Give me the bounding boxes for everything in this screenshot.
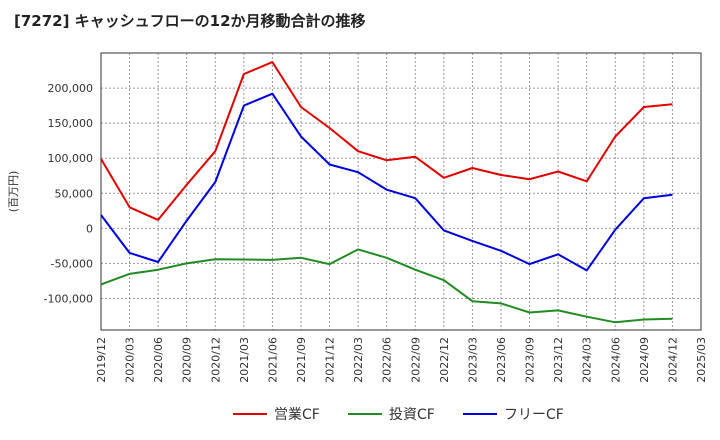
y-tick-label: 0 <box>86 222 93 235</box>
series-line-2 <box>100 248 673 324</box>
x-tick-label: 2022/12 <box>438 337 451 383</box>
series-line-1 <box>100 61 673 221</box>
x-tick-label: 2020/12 <box>209 337 222 383</box>
x-tick-label: 2023/09 <box>524 337 537 383</box>
x-tick-label: 2022/03 <box>352 337 365 383</box>
series-layer <box>100 61 673 324</box>
x-tick-label: 2020/09 <box>181 337 194 383</box>
chart-title: [7272] キャッシュフローの12か月移動合計の推移 <box>14 12 366 30</box>
y-tick-label: -100,000 <box>44 292 93 305</box>
grid <box>101 53 701 330</box>
x-tick-label: 2024/12 <box>666 337 679 383</box>
x-tick-label: 2023/03 <box>466 337 479 383</box>
x-tick-label: 2024/03 <box>581 337 594 383</box>
x-tick-label: 2021/12 <box>324 337 337 383</box>
x-tick-label: 2021/09 <box>295 337 308 383</box>
x-tick-label: 2022/09 <box>409 337 422 383</box>
series-line-3 <box>100 92 673 272</box>
plot-frame <box>100 52 702 331</box>
x-tick-label: 2023/12 <box>552 337 565 383</box>
legend-label: 営業CF <box>274 407 320 423</box>
y-tick-label: 100,000 <box>48 152 94 165</box>
legend-label: フリーCF <box>504 407 564 423</box>
x-tick-label: 2021/06 <box>266 337 279 383</box>
y-tick-label: 150,000 <box>48 117 94 130</box>
legend-label: 投資CF <box>389 407 435 423</box>
y-tick-label: 200,000 <box>48 82 94 95</box>
x-tick-label: 2021/03 <box>238 337 251 383</box>
y-axis: -100,000 -50,000 0 50,000 100,000 150,000 200,… <box>44 82 93 305</box>
x-axis: 2019/12 2020/03 2020/06 2020/09 2020/12 2021/… <box>95 337 708 383</box>
x-tick-label: 2022/06 <box>381 337 394 383</box>
x-tick-label: 2020/03 <box>124 337 137 383</box>
x-tick-label: 2024/06 <box>609 337 622 383</box>
y-axis-label: (百万円) <box>7 171 20 213</box>
legend: 営業CF 投資CF フリーCF <box>233 407 564 423</box>
x-tick-label: 2023/06 <box>495 337 508 383</box>
y-tick-label: 50,000 <box>55 187 94 200</box>
y-tick-label: -50,000 <box>51 257 93 270</box>
x-tick-label: 2025/03 <box>695 337 708 383</box>
x-tick-label: 2019/12 <box>95 337 108 383</box>
x-tick-label: 2024/09 <box>638 337 651 383</box>
x-tick-label: 2020/06 <box>152 337 165 383</box>
